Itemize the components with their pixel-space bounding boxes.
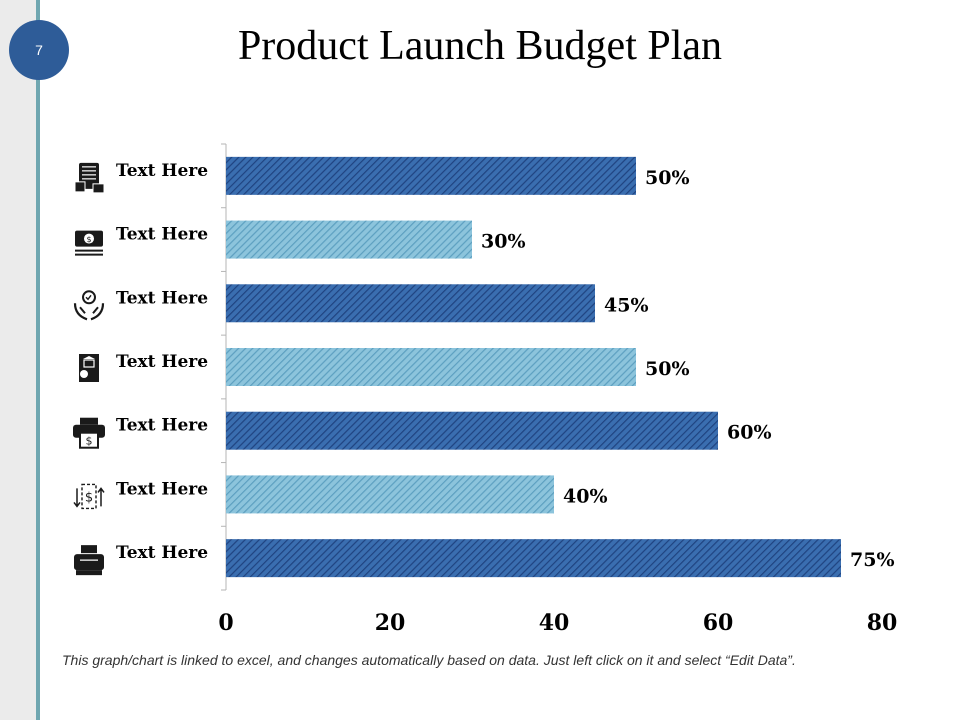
x-tick-label: 60 [703,610,734,636]
money-bill-icon: $ [75,230,103,256]
page-number-badge: 7 [9,20,69,80]
bar [226,539,841,578]
bar-data-label: 60% [727,422,772,444]
bar [226,348,636,386]
bar-data-label: 50% [645,167,690,189]
bar-data-label: 45% [604,294,649,316]
bar [226,475,554,514]
bar-data-label: 75% [850,549,895,571]
page-number: 7 [35,42,43,58]
category-label: Text Here [116,416,208,436]
page-title: Product Launch Budget Plan [237,23,723,69]
category-label: Text Here [116,288,208,308]
bar-data-label: 30% [481,231,526,253]
category-label: Text Here [116,543,208,563]
bar-data-label: 50% [645,358,690,380]
svg-text:$: $ [86,435,93,448]
category-label: Text Here [116,352,208,372]
bar [226,220,472,259]
x-tick-label: 80 [867,610,898,636]
svg-text:$: $ [85,490,93,505]
category-label: Text Here [116,161,208,181]
bar [226,156,636,195]
bank-document-icon [79,354,99,382]
dollar-exchange-icon: $ [73,483,105,510]
bar-chart: 0 20 40 60 80 50% Text Here 30% Text Here 45% Tex… [73,143,898,636]
hands-holding-bulb-icon [73,290,105,321]
category-label: Text Here [116,225,208,245]
side-accent-line [36,0,40,720]
svg-text:$: $ [86,235,91,244]
cash-register-icon [74,545,104,576]
bar [226,411,718,450]
bar [226,284,595,323]
chart-footnote: This graph/chart is linked to excel, and… [62,652,796,668]
x-tick-label: 40 [539,610,570,636]
side-strip [0,0,36,720]
calculator-document-icon [74,162,105,194]
printer-dollar-icon: $ [73,417,105,449]
bar-data-label: 40% [563,485,608,507]
x-tick-label: 20 [375,610,406,636]
category-label: Text Here [116,479,208,499]
x-tick-label: 0 [218,610,233,636]
